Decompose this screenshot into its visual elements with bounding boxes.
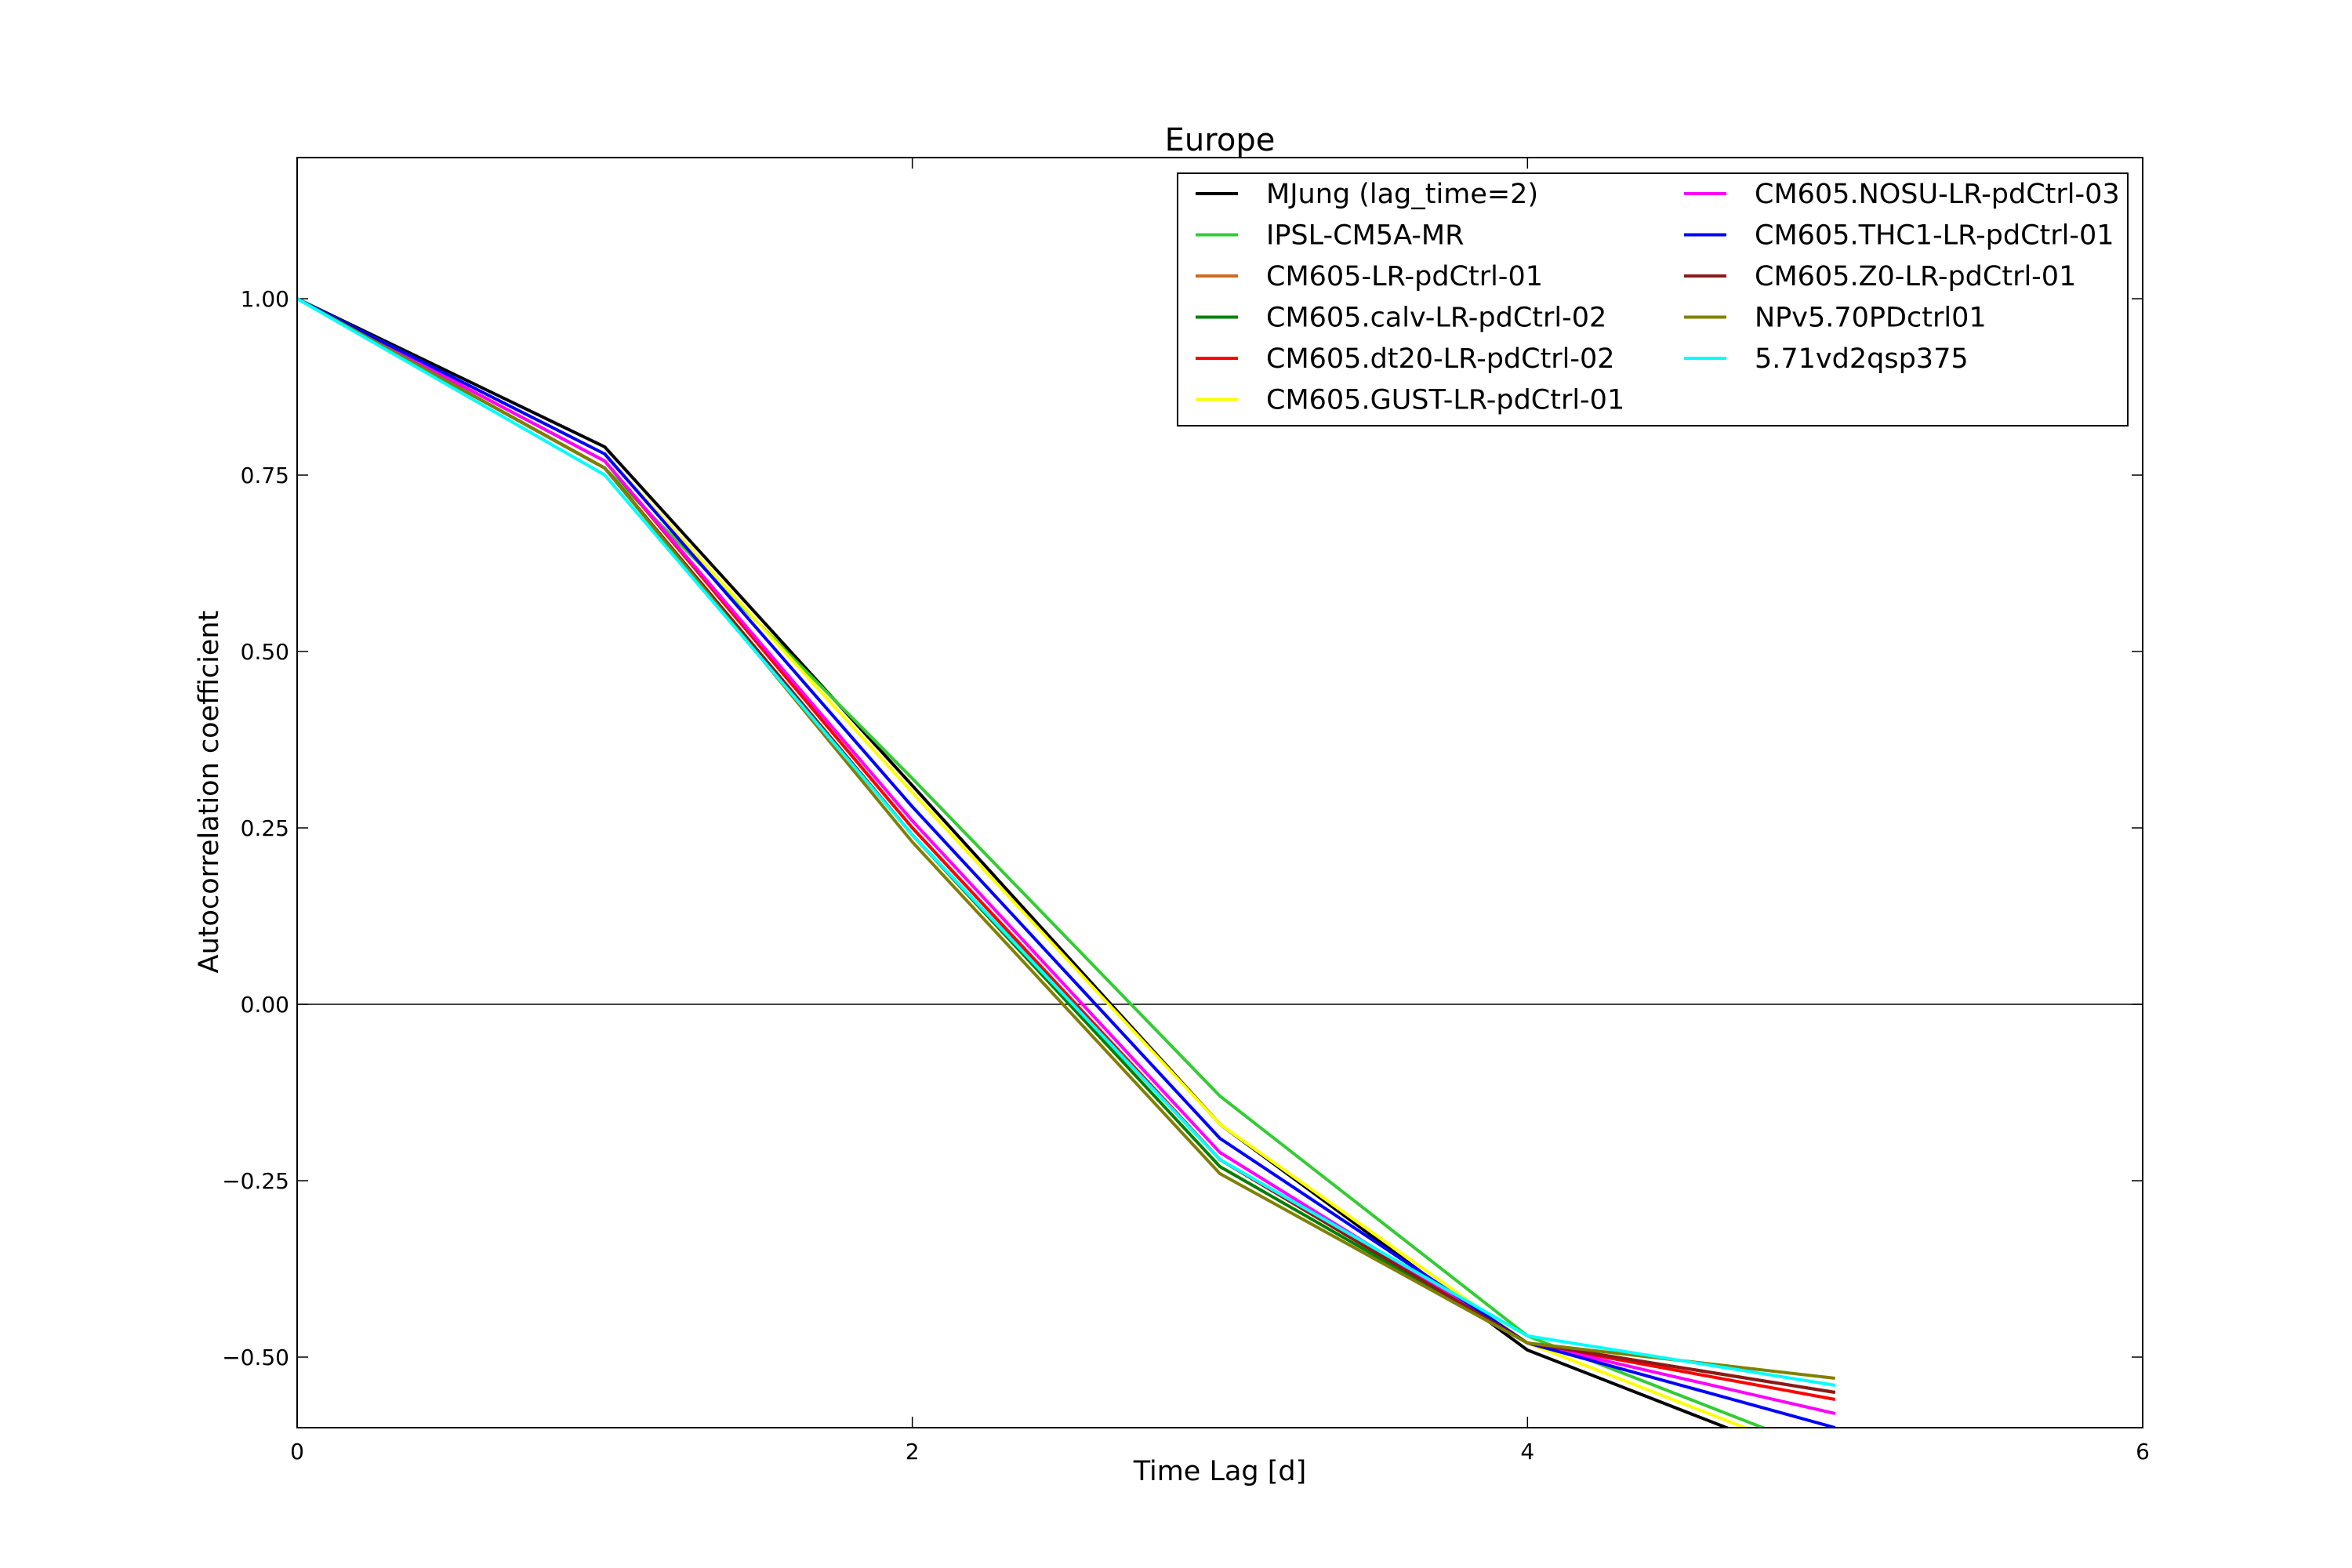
series-line-4 — [297, 297, 1836, 1394]
series-line-10 — [297, 297, 1835, 1380]
plot-frame — [296, 157, 2143, 1428]
y-tick-label: 0.50 — [241, 639, 289, 665]
x-tick-label: 6 — [2136, 1439, 2150, 1465]
series-line-6 — [297, 297, 1749, 1428]
series-line-5 — [297, 297, 1836, 1401]
legend-label-5: CM605.dt20-LR-pdCtrl-02 — [1266, 343, 1615, 375]
y-tick-label: 0.25 — [241, 815, 289, 841]
legend-label-8: CM605.THC1-LR-pdCtrl-01 — [1755, 220, 2114, 252]
legend-label-11: 5.71vd2qsp375 — [1755, 343, 1969, 375]
y-axis-tick-labels: −0.50 −0.25 0.00 0.25 0.50 0.75 1.00 — [222, 286, 289, 1370]
y-tick-label: −0.25 — [222, 1168, 289, 1194]
series-line-7 — [297, 297, 1836, 1415]
legend-label-2: IPSL-CM5A-MR — [1266, 220, 1464, 252]
y-tick-label: 1.00 — [241, 286, 289, 312]
x-tick-label: 2 — [906, 1439, 920, 1465]
x-tick-label: 4 — [1520, 1439, 1534, 1465]
chart-title: Europe — [1165, 122, 1276, 158]
x-tick-label: 0 — [290, 1439, 304, 1465]
legend-label-3: CM605-LR-pdCtrl-01 — [1266, 261, 1543, 292]
y-tick-label: −0.50 — [222, 1345, 289, 1370]
legend-label-7: CM605.NOSU-LR-pdCtrl-03 — [1755, 179, 2120, 210]
series-line-1 — [297, 297, 1731, 1428]
series-line-11 — [297, 297, 1836, 1387]
series-lines — [297, 297, 1836, 1428]
y-axis-label: Autocorrelation coefficient — [194, 611, 225, 974]
legend-label-6: CM605.GUST-LR-pdCtrl-01 — [1266, 385, 1624, 416]
series-line-8 — [297, 297, 1836, 1428]
x-axis-tick-labels: 0 2 4 6 — [290, 1439, 2150, 1465]
series-line-3 — [297, 297, 1836, 1394]
legend-entries: MJung (lag_time=2) IPSL-CM5A-MR CM605-LR-p… — [1196, 179, 2120, 416]
series-line-2 — [297, 297, 1767, 1428]
legend-label-4: CM605.calv-LR-pdCtrl-02 — [1266, 303, 1606, 334]
x-axis-label: Time Lag [d] — [1133, 1456, 1307, 1487]
y-tick-label: 0.75 — [241, 463, 289, 488]
y-tick-label: 0.00 — [241, 992, 289, 1018]
legend: MJung (lag_time=2) IPSL-CM5A-MR CM605-LR-p… — [1177, 172, 2129, 426]
legend-label-1: MJung (lag_time=2) — [1266, 179, 1538, 210]
legend-frame — [1177, 172, 2129, 426]
legend-label-9: CM605.Z0-LR-pdCtrl-01 — [1755, 261, 2076, 292]
series-line-9 — [297, 297, 1836, 1394]
legend-label-10: NPv5.70PDctrl01 — [1755, 303, 1987, 334]
